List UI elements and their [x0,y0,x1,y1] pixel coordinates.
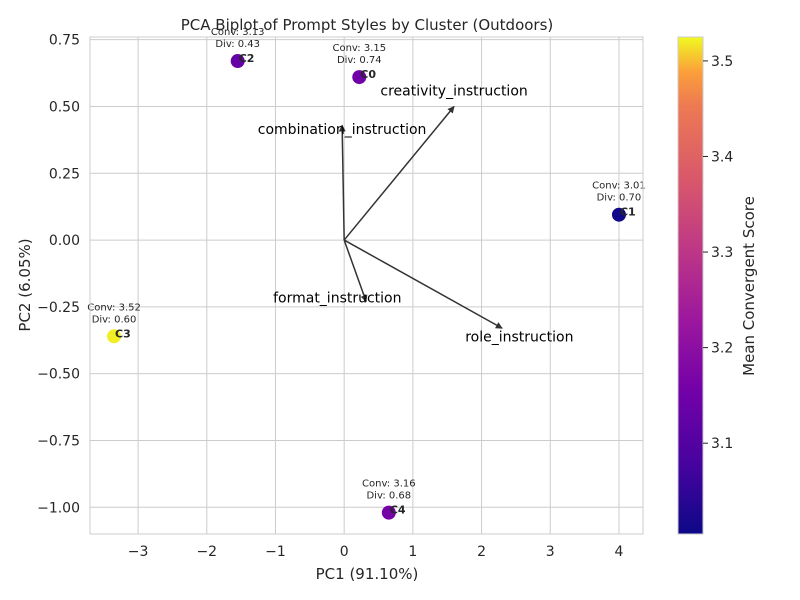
loading-vector-label: format_instruction [273,291,401,307]
y-tick-label: −1.00 [37,500,80,516]
cluster-point [107,329,122,344]
y-tick-label: 0.50 [49,99,80,115]
loading-vector-label: creativity_instruction [380,83,527,99]
y-tick-label: 0.00 [49,233,80,249]
colorbar-tick-label: 3.2 [711,341,733,357]
colorbar-gradient [677,36,704,535]
colorbar-ticks: 3.1 3.2 3.3 3.4 3.5 [703,54,733,452]
y-tick-label: 0.75 [49,33,80,49]
colorbar: 3.1 3.2 3.3 3.4 3.5 Mean Convergent Score [677,36,758,535]
y-tick-label: −0.25 [37,300,80,316]
chart-title: PCA Biplot of Prompt Styles by Cluster (… [181,16,554,34]
x-tick-label: −3 [128,544,149,560]
loading-vector-arrow [338,124,346,241]
cluster-point [352,70,367,85]
colorbar-label: Mean Convergent Score [740,196,758,376]
cluster-label: C3 [115,327,131,340]
cluster-label: C2 [239,52,255,65]
x-tick-label: 2 [477,544,486,560]
cluster-label: C1 [620,206,636,219]
cluster-div-annotation: Div: 0.60 [92,314,137,325]
x-axis-ticks: −3 −2 −1 0 1 2 3 4 [128,544,624,560]
y-axis-ticks: 0.75 0.50 0.25 0.00 −0.25 −0.50 −0.75 −1.00 [37,33,80,517]
colorbar-tick-label: 3.5 [711,54,733,70]
cluster-point [381,505,396,520]
x-tick-label: −2 [196,544,217,560]
y-tick-label: −0.75 [37,433,80,449]
x-axis-label: PC1 (91.10%) [316,565,419,583]
x-tick-label: 4 [614,544,623,560]
cluster-label: C4 [390,504,406,517]
colorbar-tick-label: 3.3 [711,245,733,261]
cluster-points [107,54,626,520]
x-tick-label: 0 [340,544,349,560]
colorbar-tick-label: 3.4 [711,149,733,165]
loading-vector-arrow [343,105,455,241]
loading-vector-arrow [343,239,368,303]
x-tick-label: 3 [546,544,555,560]
cluster-conv-annotation: Conv: 3.52 [87,302,141,313]
plot-frame [89,36,644,535]
loading-vector-arrow [343,239,503,329]
y-tick-label: 0.25 [49,166,80,182]
grid-layer [90,37,643,534]
cluster-conv-annotation: Conv: 3.15 [332,43,386,54]
cluster-conv-annotation: Conv: 3.01 [592,181,646,192]
x-tick-label: −1 [265,544,286,560]
cluster-div-annotation: Div: 0.74 [337,55,382,66]
colorbar-tick-label: 3.1 [711,436,733,452]
y-axis-label: PC2 (6.05%) [16,238,34,331]
cluster-div-annotation: Div: 0.43 [215,39,260,50]
labels-layer: creativity_instruction combination_instru… [87,27,646,517]
cluster-div-annotation: Div: 0.68 [366,491,411,502]
y-tick-label: −0.50 [37,367,80,383]
loading-vector-label: role_instruction [465,329,573,345]
cluster-point [611,207,626,222]
cluster-div-annotation: Div: 0.70 [597,193,642,204]
x-tick-label: 1 [408,544,417,560]
cluster-point [230,54,245,69]
cluster-conv-annotation: Conv: 3.13 [211,27,265,38]
loading-vectors [338,105,503,329]
cluster-conv-annotation: Conv: 3.16 [362,479,416,490]
cluster-label: C0 [360,68,376,81]
loading-vector-label: combination_instruction [258,122,427,138]
